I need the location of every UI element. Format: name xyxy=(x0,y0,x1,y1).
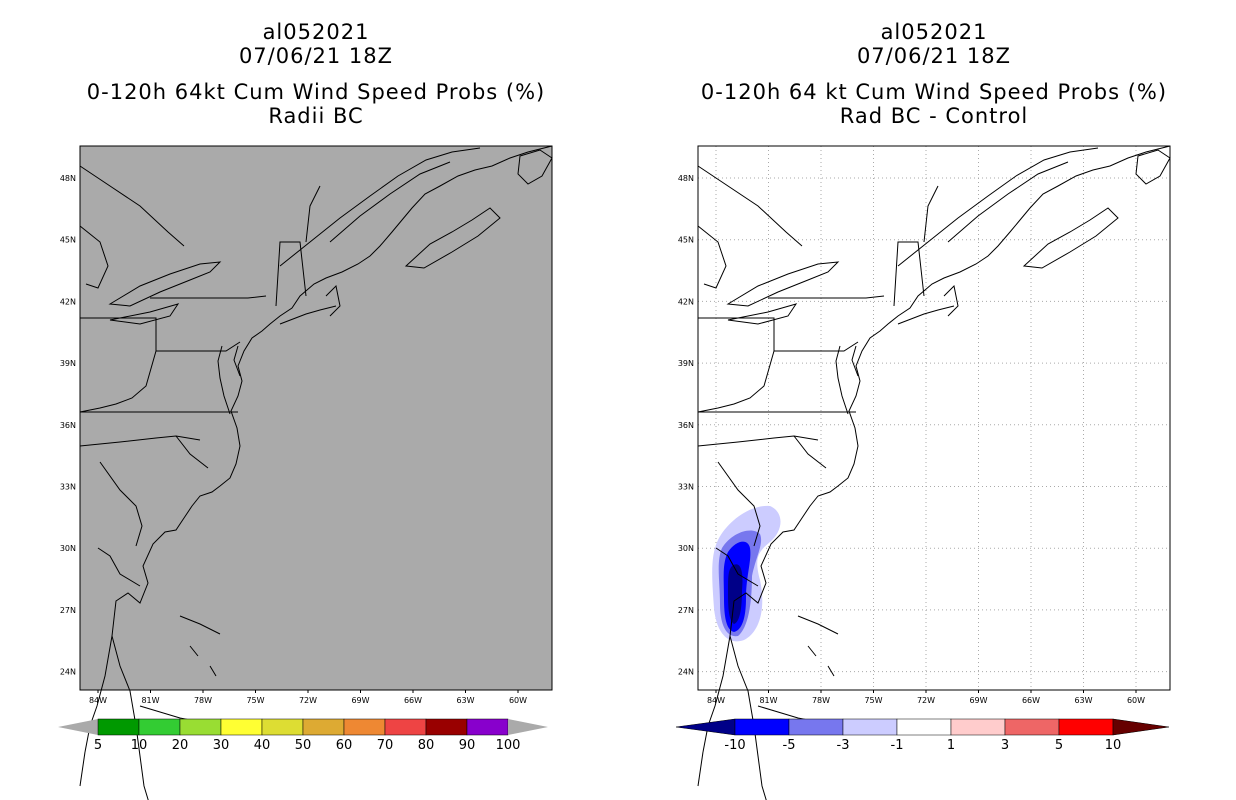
colorbar-swatch xyxy=(179,718,222,736)
right-product-title: 0-120h 64 kt Cum Wind Speed Probs (%) xyxy=(700,80,1168,104)
colorbar-label: 5 xyxy=(94,738,102,753)
left-map-area xyxy=(79,145,553,691)
left-date: 07/06/21 18Z xyxy=(238,44,394,68)
colorbar-label: -1 xyxy=(891,738,904,753)
colorbar-label: 20 xyxy=(172,738,189,753)
left-colorbar: 5 10 20 30 40 50 60 70 80 90 100 xyxy=(58,718,548,753)
lon-label: 75W xyxy=(246,696,264,705)
lat-label: 27N xyxy=(678,606,694,615)
colorbar-swatch xyxy=(896,718,952,736)
lat-label: 36N xyxy=(678,421,694,430)
colorbar-label: 70 xyxy=(377,738,394,753)
lat-label: 30N xyxy=(60,544,76,553)
lat-label: 48N xyxy=(678,174,694,183)
lat-label: 42N xyxy=(678,297,694,306)
colorbar-label: 30 xyxy=(213,738,230,753)
lon-label: 78W xyxy=(194,696,212,705)
probability-difference-contours xyxy=(712,505,781,642)
left-title: al052021 07/06/21 18Z 0-120h 64kt Cum Wi… xyxy=(80,20,552,128)
colorbar-swatch xyxy=(343,718,386,736)
right-colorbar: -10 -5 -3 -1 1 3 5 10 xyxy=(675,718,1170,753)
lon-label: 81W xyxy=(759,696,777,705)
colorbar-label: 40 xyxy=(254,738,271,753)
lon-label: 78W xyxy=(812,696,830,705)
lon-label: 84W xyxy=(707,696,725,705)
colorbar-label: 50 xyxy=(295,738,312,753)
colorbar-swatch xyxy=(425,718,468,736)
lat-label: 30N xyxy=(678,544,694,553)
colorbar-label: -10 xyxy=(724,738,745,753)
colorbar-low-arrow xyxy=(675,718,736,736)
colorbar-swatch xyxy=(97,718,140,736)
right-subtitle: Rad BC - Control xyxy=(839,104,1029,128)
colorbar-label: -5 xyxy=(783,738,796,753)
left-subtitle: Radii BC xyxy=(268,104,364,128)
right-title: al052021 07/06/21 18Z 0-120h 64 kt Cum W… xyxy=(698,20,1170,128)
right-date: 07/06/21 18Z xyxy=(856,44,1012,68)
colorbar-label: 90 xyxy=(459,738,476,753)
left-storm-id: al052021 xyxy=(262,20,370,44)
lat-label: 48N xyxy=(60,174,76,183)
right-storm-id: al052021 xyxy=(880,20,988,44)
colorbar-swatch xyxy=(261,718,304,736)
colorbar-label: 60 xyxy=(336,738,353,753)
contour-minus-10 xyxy=(728,564,743,624)
lon-label: 75W xyxy=(864,696,882,705)
lat-label: 24N xyxy=(60,668,76,677)
right-map-frame xyxy=(697,145,1171,691)
colorbar-label: 5 xyxy=(1055,738,1063,753)
lon-label: 60W xyxy=(1127,696,1145,705)
lat-label: 36N xyxy=(60,421,76,430)
colorbar-low-arrow xyxy=(58,719,98,735)
colorbar-swatch xyxy=(788,718,844,736)
lon-label: 84W xyxy=(89,696,107,705)
lat-label: 27N xyxy=(60,606,76,615)
lon-label: 72W xyxy=(917,696,935,705)
colorbar-swatch xyxy=(138,718,181,736)
left-map xyxy=(79,145,553,800)
lon-label: 81W xyxy=(141,696,159,705)
lat-label: 45N xyxy=(678,236,694,245)
colorbar-label: 100 xyxy=(496,738,521,753)
colorbar-high-arrow xyxy=(508,719,548,735)
lon-label: 63W xyxy=(1074,696,1092,705)
left-product-title: 0-120h 64kt Cum Wind Speed Probs (%) xyxy=(86,80,546,104)
lon-label: 63W xyxy=(456,696,474,705)
colorbar-swatch xyxy=(220,718,263,736)
colorbar-swatch xyxy=(1004,718,1060,736)
colorbar-label: 10 xyxy=(131,738,148,753)
colorbar-swatch xyxy=(950,718,1006,736)
lon-label: 60W xyxy=(509,696,527,705)
colorbar-swatch xyxy=(466,718,509,736)
lat-label: 24N xyxy=(678,668,694,677)
lat-label: 33N xyxy=(678,483,694,492)
colorbar-label: -3 xyxy=(837,738,850,753)
lat-label: 33N xyxy=(60,483,76,492)
lon-label: 66W xyxy=(1022,696,1040,705)
lon-label: 69W xyxy=(351,696,369,705)
right-map xyxy=(697,145,1171,800)
lon-label: 69W xyxy=(969,696,987,705)
lat-label: 39N xyxy=(60,359,76,368)
colorbar-swatch xyxy=(734,718,790,736)
colorbar-swatch xyxy=(842,718,898,736)
colorbar-label: 10 xyxy=(1105,738,1122,753)
right-axis-labels: 84W 81W 78W 75W 72W 69W 66W 63W 60W 48N 45N 42N 39N 3… xyxy=(678,174,1145,705)
lon-label: 66W xyxy=(404,696,422,705)
lat-label: 42N xyxy=(60,297,76,306)
colorbar-swatch xyxy=(384,718,427,736)
colorbar-label: 3 xyxy=(1001,738,1009,753)
colorbar-swatch xyxy=(1058,718,1114,736)
lon-label: 72W xyxy=(299,696,317,705)
right-gridlines xyxy=(698,146,1170,690)
colorbar-swatch xyxy=(302,718,345,736)
left-axis-labels: 84W 81W 78W 75W 72W 69W 66W 63W 60W 48N 45N 42N 39N 3… xyxy=(60,174,527,705)
left-map-frame xyxy=(79,145,553,691)
lat-label: 39N xyxy=(678,359,694,368)
lat-label: 45N xyxy=(60,236,76,245)
colorbar-label: 1 xyxy=(947,738,955,753)
colorbar-high-arrow xyxy=(1112,718,1170,736)
colorbar-label: 80 xyxy=(418,738,435,753)
